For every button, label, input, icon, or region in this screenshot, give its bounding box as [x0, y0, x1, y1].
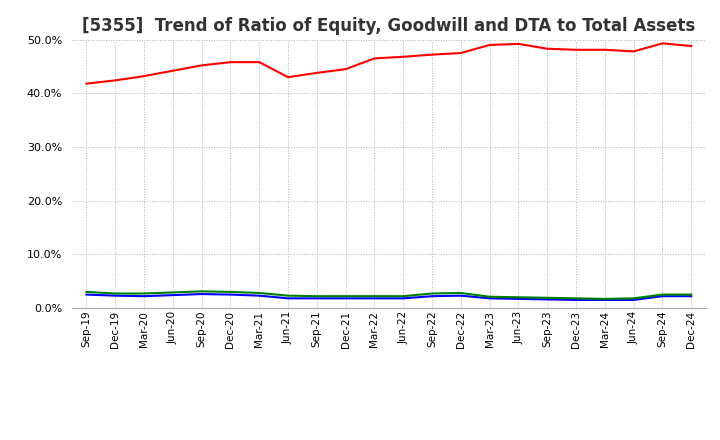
Deferred Tax Assets — [485, 294, 494, 299]
Line: Goodwill: Goodwill — [86, 294, 691, 300]
Equity — [82, 81, 91, 86]
Equity — [514, 41, 523, 47]
Title: [5355]  Trend of Ratio of Equity, Goodwill and DTA to Total Assets: [5355] Trend of Ratio of Equity, Goodwil… — [82, 17, 696, 35]
Deferred Tax Assets — [658, 292, 667, 297]
Equity — [197, 63, 206, 68]
Goodwill — [543, 297, 552, 302]
Goodwill — [168, 293, 177, 298]
Equity — [543, 46, 552, 51]
Deferred Tax Assets — [370, 293, 379, 299]
Goodwill — [312, 296, 321, 301]
Goodwill — [687, 293, 696, 299]
Equity — [140, 73, 148, 79]
Equity — [312, 70, 321, 76]
Goodwill — [399, 296, 408, 301]
Equity — [428, 52, 436, 57]
Deferred Tax Assets — [687, 292, 696, 297]
Goodwill — [284, 296, 292, 301]
Equity — [600, 47, 609, 52]
Goodwill — [370, 296, 379, 301]
Equity — [255, 59, 264, 65]
Goodwill — [255, 293, 264, 298]
Deferred Tax Assets — [399, 293, 408, 299]
Equity — [370, 56, 379, 61]
Goodwill — [629, 297, 638, 303]
Line: Deferred Tax Assets: Deferred Tax Assets — [86, 291, 691, 299]
Equity — [284, 74, 292, 80]
Equity — [485, 42, 494, 48]
Goodwill — [485, 296, 494, 301]
Goodwill — [82, 292, 91, 297]
Deferred Tax Assets — [226, 289, 235, 294]
Equity — [341, 66, 350, 72]
Goodwill — [428, 293, 436, 299]
Equity — [572, 47, 580, 52]
Deferred Tax Assets — [341, 293, 350, 299]
Equity — [168, 68, 177, 73]
Equity — [658, 41, 667, 46]
Goodwill — [600, 297, 609, 303]
Equity — [399, 54, 408, 59]
Deferred Tax Assets — [284, 293, 292, 298]
Goodwill — [572, 297, 580, 303]
Deferred Tax Assets — [456, 290, 465, 296]
Goodwill — [514, 296, 523, 301]
Goodwill — [197, 291, 206, 297]
Goodwill — [658, 293, 667, 299]
Deferred Tax Assets — [572, 296, 580, 301]
Goodwill — [456, 293, 465, 298]
Goodwill — [140, 293, 148, 299]
Deferred Tax Assets — [82, 289, 91, 294]
Goodwill — [226, 292, 235, 297]
Deferred Tax Assets — [197, 289, 206, 294]
Line: Equity: Equity — [86, 44, 691, 84]
Deferred Tax Assets — [111, 291, 120, 296]
Deferred Tax Assets — [514, 295, 523, 300]
Equity — [226, 59, 235, 65]
Deferred Tax Assets — [312, 293, 321, 299]
Goodwill — [111, 293, 120, 298]
Deferred Tax Assets — [629, 296, 638, 301]
Deferred Tax Assets — [600, 296, 609, 301]
Deferred Tax Assets — [428, 291, 436, 296]
Deferred Tax Assets — [168, 290, 177, 295]
Equity — [111, 78, 120, 83]
Deferred Tax Assets — [255, 290, 264, 296]
Deferred Tax Assets — [140, 291, 148, 296]
Equity — [687, 44, 696, 49]
Deferred Tax Assets — [543, 295, 552, 301]
Goodwill — [341, 296, 350, 301]
Equity — [456, 50, 465, 55]
Equity — [629, 49, 638, 54]
